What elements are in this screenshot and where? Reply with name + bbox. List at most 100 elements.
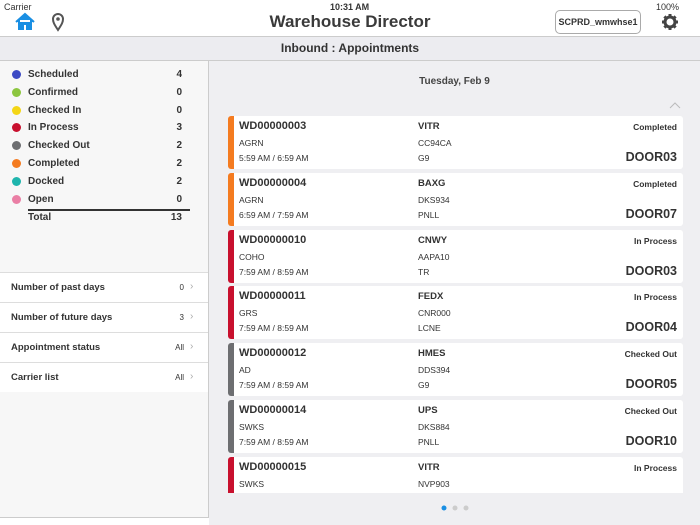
appointment-id: WD00000011 [239,290,306,303]
reference: AAPA10 [418,251,450,262]
location-icon[interactable] [51,13,65,32]
appointment-list: WD00000003 VITR Completed AGRN CC94CA 5:59 AM… [228,116,683,493]
chevron: › [190,341,194,352]
carrier: UPS [418,405,438,416]
status-dot [12,105,21,115]
appointment-id: WD00000015 [239,460,307,473]
appointment-id: WD00000012 [239,347,307,360]
status-label: Checked In [28,104,82,116]
chevron: › [190,281,194,292]
door: DOOR08 [626,491,677,493]
appointment-id: WD00000004 [239,176,307,189]
door: DOOR05 [625,377,677,392]
status-stripe [228,116,234,169]
carrier: VITR [418,121,440,132]
filter-label: Number of past days [11,282,105,293]
status-stripe [228,229,234,283]
status: In Process [634,292,677,303]
appointment-card[interactable]: WD00000011 FEDX In Process GRS CNR000 7:59 AM… [228,286,683,340]
appointment-card[interactable]: WD00000004 BAXG Completed AGRN DKS934 6:59 AM… [228,172,683,226]
left-panel: Scheduled 4 Confirmed 0 Checked In 0 In Proces… [0,61,209,518]
status: Checked Out [624,349,677,360]
status-stripe [228,456,234,493]
code: AGRN [239,194,264,205]
total-count: 13 [170,212,182,224]
appointment-card[interactable]: WD00000014 UPS Checked Out SWKS DKS884 7:59 A… [228,400,683,453]
status-dot [12,159,21,168]
total-label: Total [28,212,52,224]
appointment-card[interactable]: WD00000003 VITR Completed AGRN CC94CA 5:59 AM… [228,116,683,169]
filter-row[interactable]: Number of past days 0 › [0,272,208,302]
time-window: 7:59 AM / 8:59 AM [239,380,309,391]
filter-row[interactable]: Number of future days 3 › [0,302,208,332]
status-dot [12,123,21,133]
reference: DKS934 [418,194,450,205]
filter-row[interactable]: Appointment status All › [0,332,208,362]
status: Completed [633,178,677,189]
carrier: VITR [418,461,440,473]
status-stripe [228,172,234,226]
total-divider [28,209,190,212]
clock: 10:31 AM [330,2,370,12]
battery: 100% [656,2,680,12]
collapse-chevron[interactable] [669,101,681,109]
status: Checked Out [624,406,677,416]
carrier: BAXG [418,177,446,189]
page-subheader: Inbound : Appointments [0,36,700,61]
door: DOOR03 [625,150,677,164]
filter-value: All [175,343,184,352]
warehouse-button[interactable]: SCPRD_wmwhse1 [555,10,641,34]
filter-label: Appointment status [11,342,101,353]
appointment-id: WD00000010 [239,233,307,246]
status-count: 3 [176,122,182,134]
right-panel: Tuesday, Feb 9 WD00000003 VITR Completed AG… [209,61,700,525]
page-indicator [441,505,469,511]
status-count: 0 [176,193,182,205]
code: GRS [239,308,258,319]
appointment-id: WD00000014 [239,404,307,416]
code: AGRN [239,138,264,148]
status: Completed [633,122,677,132]
home-icon[interactable] [15,12,35,30]
time-window: 7:59 AM / 8:59 AM [239,437,309,447]
status-dot [12,141,21,151]
filter-label: Number of future days [11,312,113,323]
code: AD [239,365,251,376]
status-count: 0 [176,86,182,98]
code: SWKS [239,422,265,432]
nav-icons [15,12,678,32]
door: DOOR10 [625,434,677,448]
filter-value: 0 [179,283,184,292]
status-count: 0 [176,104,182,116]
appointment-card[interactable]: WD00000010 CNWY In Process COHO AAPA10 7:59 A… [228,229,683,283]
settings-icon[interactable] [662,14,678,30]
location: PNLL [418,209,440,220]
status-label: In Process [28,122,79,134]
status-stripe [228,343,234,397]
carrier: HMES [418,348,446,360]
status-label: Scheduled [28,69,79,80]
filter-value: All [175,373,184,382]
status: In Process [634,235,677,246]
filter-value: 3 [179,313,184,322]
appointment-card[interactable]: WD00000012 HMES Checked Out AD DDS394 7:59 AM… [228,343,683,397]
door: DOOR07 [625,206,677,221]
carrier: FEDX [418,291,444,303]
filter-row[interactable]: Carrier list All › [0,362,208,392]
status-dot [12,87,21,97]
filter-label: Carrier list [11,372,59,383]
location: LCNE [418,323,441,334]
time-window: 7:59 AM / 8:59 AM [239,323,309,334]
status-stripe [228,400,234,453]
status-dot [12,194,21,204]
status-dot [12,70,21,79]
status-label: Completed [28,158,80,169]
time-window: 5:59 AM / 6:59 AM [239,153,309,163]
time-window: 6:59 AM / 7:59 AM [239,209,309,220]
appointment-id: WD00000003 [239,120,307,132]
reference: CNR000 [418,308,451,319]
status-label: Open [28,193,54,205]
location: PNLL [418,437,440,447]
